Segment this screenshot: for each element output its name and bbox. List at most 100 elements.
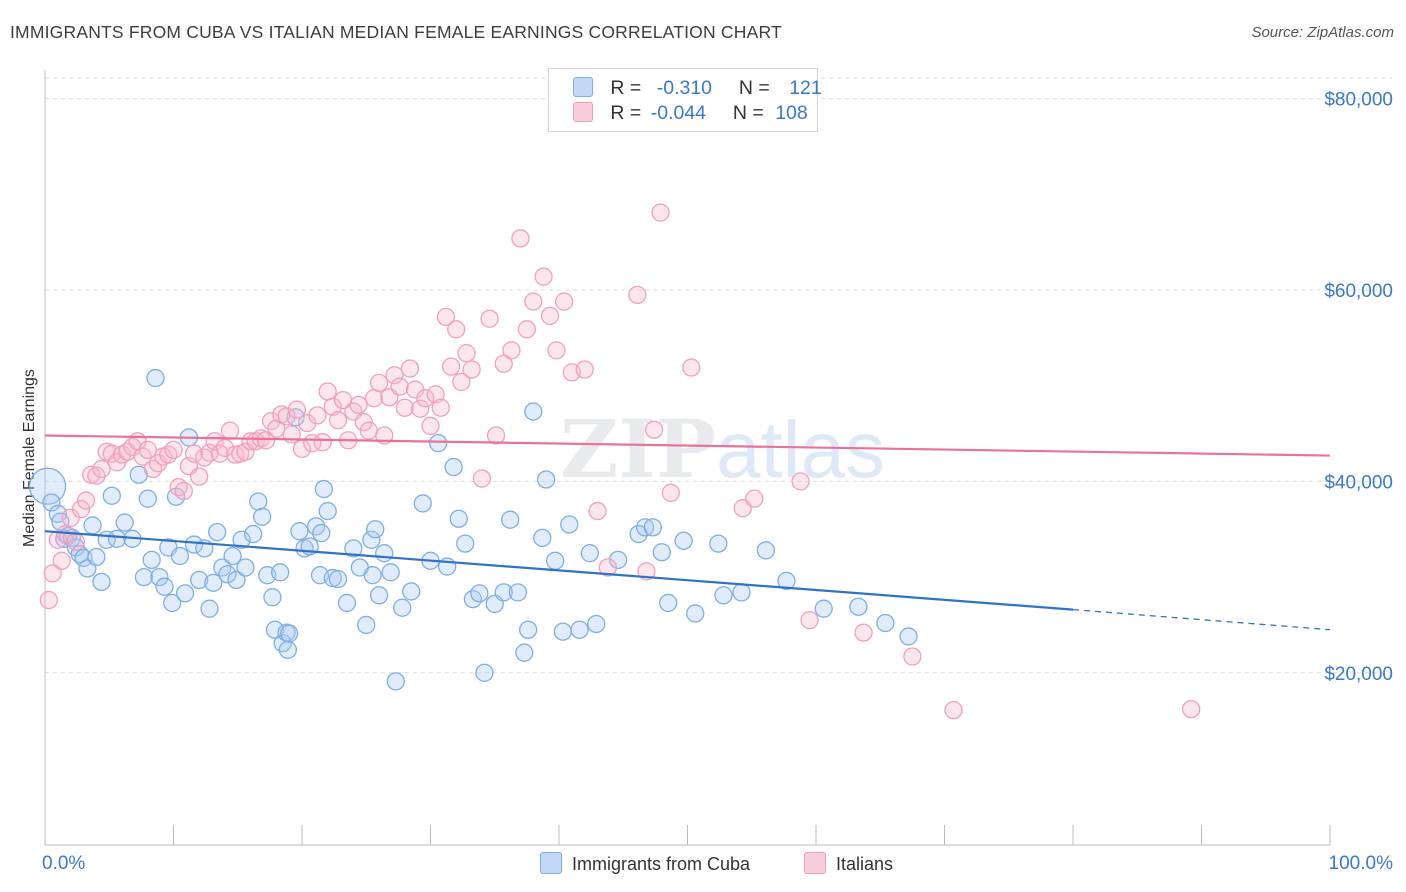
cuba-point xyxy=(263,588,282,607)
cuba-point xyxy=(318,501,337,521)
italian-point xyxy=(277,407,296,426)
cuba-point xyxy=(732,583,751,602)
cuba-point xyxy=(515,643,534,662)
cuba-point xyxy=(142,550,161,570)
cuba-point xyxy=(674,531,693,550)
italian-point xyxy=(457,344,476,363)
cuba-point xyxy=(369,586,389,605)
cuba-point xyxy=(393,598,412,617)
cuba-point xyxy=(429,433,448,453)
cuba-point xyxy=(363,566,382,585)
cuba-point xyxy=(756,541,776,560)
italian-point xyxy=(174,481,193,501)
cuba-point xyxy=(138,489,157,508)
italian-point xyxy=(651,203,670,222)
cuba-point xyxy=(227,570,246,590)
italian-point xyxy=(637,562,656,581)
cuba-point xyxy=(278,640,298,659)
cuba-point xyxy=(709,534,728,553)
cuba-point xyxy=(899,627,918,646)
italian-point xyxy=(436,307,456,327)
italian-point xyxy=(791,472,810,491)
italian-point xyxy=(143,459,163,479)
cuba-point xyxy=(163,593,182,613)
cuba-point xyxy=(223,546,242,566)
italian-point xyxy=(369,373,389,393)
cuba-point xyxy=(849,597,868,616)
cuba-point xyxy=(74,548,93,568)
cuba-point xyxy=(249,492,268,511)
italian-point xyxy=(385,366,404,385)
cuba-point xyxy=(444,457,463,477)
cuba-point xyxy=(290,522,309,541)
italian-point xyxy=(190,467,209,486)
cuba-point xyxy=(519,620,538,639)
italian-point xyxy=(854,623,873,642)
cuba-point xyxy=(475,663,494,682)
cuba-point xyxy=(344,539,363,558)
italian-point xyxy=(354,412,373,432)
legend-n-label: N = xyxy=(732,102,764,124)
cuba-point xyxy=(501,510,520,529)
cuba-point xyxy=(608,550,628,570)
italian-point xyxy=(745,489,764,508)
cuba-point xyxy=(253,507,272,526)
cuba-point xyxy=(328,569,348,589)
italian-point xyxy=(400,359,420,378)
italian-point xyxy=(39,590,59,610)
cuba-point xyxy=(175,584,195,603)
italian-point xyxy=(534,267,553,286)
cuba-point xyxy=(87,547,106,567)
italian-point xyxy=(328,411,348,430)
source-label: Source: ZipAtlas.com xyxy=(1251,24,1394,41)
italian-point xyxy=(323,397,342,416)
italian-point xyxy=(364,389,384,408)
cuba-point xyxy=(494,583,513,602)
italian-point xyxy=(540,306,560,326)
italian-point xyxy=(944,700,963,720)
cuba-point xyxy=(470,584,489,603)
italian-point xyxy=(524,292,543,311)
cuba-point xyxy=(714,586,733,605)
italian-point xyxy=(308,406,327,425)
cuba-point xyxy=(190,570,209,590)
cuba-point xyxy=(134,567,154,587)
cuba-point xyxy=(413,494,432,513)
cuba-point xyxy=(200,599,219,618)
cuba-point xyxy=(366,520,385,539)
cuba-point xyxy=(208,522,227,542)
italian-point xyxy=(588,501,607,521)
cuba-point xyxy=(545,551,565,570)
cuba-point xyxy=(375,544,394,563)
chart-title: IMMIGRANTS FROM CUBA VS ITALIAN MEDIAN F… xyxy=(10,22,782,42)
italian-point xyxy=(447,320,466,339)
x-tick-label: 100.0% xyxy=(1329,853,1394,874)
italian-point xyxy=(644,420,664,439)
legend-n-value: 121 xyxy=(789,77,822,99)
cuba-point xyxy=(146,368,165,388)
cuba-point xyxy=(107,529,127,548)
italian-point xyxy=(452,372,471,392)
cuba-point xyxy=(184,535,204,554)
cuba-trend-extension xyxy=(1072,608,1331,631)
italian-point xyxy=(426,385,445,404)
cuba-point xyxy=(876,613,895,633)
italian-point xyxy=(421,416,440,436)
italian-point xyxy=(411,399,430,418)
bottom-legend-swatch-italians xyxy=(804,852,826,874)
cuba-point xyxy=(150,567,169,587)
cuba-point xyxy=(553,622,573,641)
italian-point xyxy=(395,398,414,417)
italian-point xyxy=(241,432,260,451)
cuba-point xyxy=(652,543,671,562)
cuba-point xyxy=(170,546,190,566)
italian-point xyxy=(92,459,111,479)
italian-point xyxy=(517,320,537,339)
legend-row-cuba: R = -0.310 N = 121 xyxy=(573,77,822,101)
italian-point xyxy=(511,229,530,248)
cuba-point xyxy=(537,470,556,489)
cuba-point xyxy=(232,530,251,549)
y-tick-label: $60,000 xyxy=(1324,281,1393,302)
italian-point xyxy=(661,483,680,503)
italian-point xyxy=(480,309,499,328)
